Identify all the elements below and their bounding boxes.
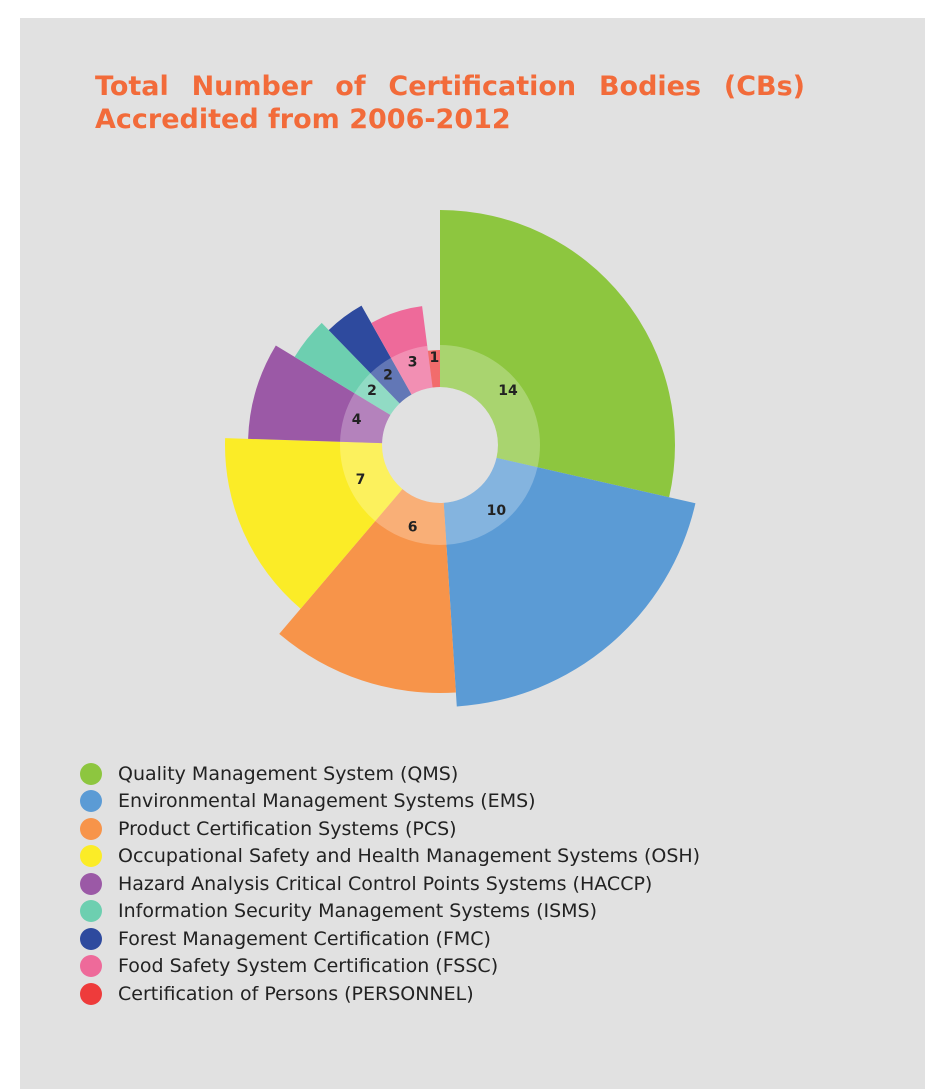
legend-item: Quality Management System (QMS) (80, 760, 700, 788)
legend-item: Product Certification Systems (PCS) (80, 815, 700, 843)
sector-inner (440, 345, 540, 468)
data-label: 1 (430, 350, 440, 366)
data-label: 3 (408, 354, 418, 370)
data-label: 2 (383, 367, 393, 383)
sector-inner (443, 457, 538, 545)
sector (279, 489, 456, 693)
sector (427, 350, 440, 388)
legend-swatch (80, 845, 102, 868)
sector (294, 322, 400, 415)
data-label: 10 (487, 503, 507, 519)
sector (225, 438, 403, 609)
legend-label: Certification of Persons (PERSONNEL) (118, 982, 474, 1005)
legend-item: Certification of Persons (PERSONNEL) (80, 980, 700, 1008)
sector (440, 210, 675, 498)
legend-item: Information Security Management Systems … (80, 898, 700, 926)
data-label: 4 (352, 412, 362, 428)
chart-title: Total Number of Certification Bodies (CB… (95, 71, 805, 135)
sector-inner (340, 441, 403, 522)
legend-label: Quality Management System (QMS) (118, 762, 459, 785)
data-label: 14 (498, 383, 518, 399)
sector-inner (390, 345, 433, 395)
legend-swatch (80, 955, 102, 978)
legend-label: Environmental Management Systems (EMS) (118, 790, 536, 813)
legend-label: Hazard Analysis Critical Control Points … (118, 872, 653, 895)
sector-inner (340, 393, 391, 444)
legend: Quality Management System (QMS) Environme… (80, 760, 700, 1008)
sector (328, 305, 412, 404)
legend-item: Food Safety System Certification (FSSC) (80, 953, 700, 981)
legend-item: Environmental Management Systems (EMS) (80, 788, 700, 816)
sector-inner (375, 489, 447, 545)
data-label: 7 (356, 472, 366, 488)
legend-swatch (80, 927, 102, 950)
sector (248, 345, 391, 444)
data-label: 6 (408, 520, 418, 536)
sector-inner (427, 350, 440, 388)
legend-label: Occupational Safety and Health Managemen… (118, 845, 701, 868)
legend-label: Forest Management Certification (FMC) (118, 927, 491, 950)
legend-swatch (80, 872, 102, 895)
legend-swatch (80, 817, 102, 840)
sector-inner (370, 357, 412, 404)
sector (443, 457, 696, 707)
data-label: 2 (367, 383, 377, 399)
legend-item: Forest Management Certification (FMC) (80, 925, 700, 953)
sector (371, 306, 433, 395)
legend-swatch (80, 982, 102, 1005)
legend-swatch (80, 762, 102, 785)
sector-inner (354, 373, 400, 415)
legend-item: Hazard Analysis Critical Control Points … (80, 870, 700, 898)
legend-label: Product Certification Systems (PCS) (118, 817, 457, 840)
legend-swatch (80, 900, 102, 923)
legend-label: Food Safety System Certification (FSSC) (118, 955, 499, 978)
legend-item: Occupational Safety and Health Managemen… (80, 843, 700, 871)
legend-swatch (80, 790, 102, 813)
legend-label: Information Security Management Systems … (118, 900, 598, 923)
